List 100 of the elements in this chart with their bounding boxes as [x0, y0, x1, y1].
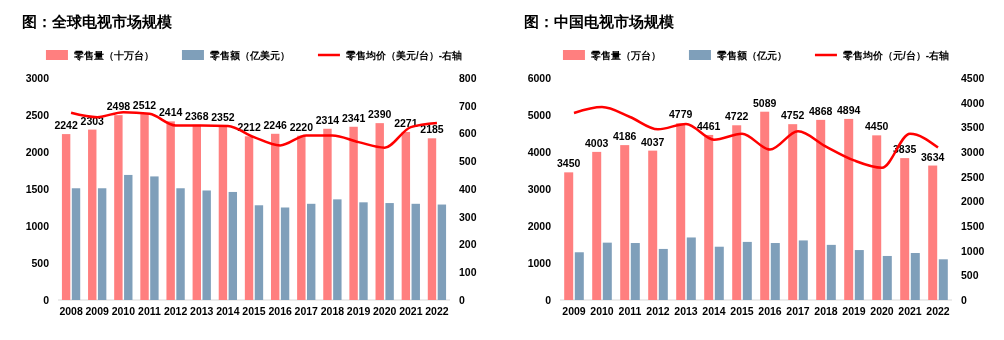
y-tick-label: 4000	[527, 145, 552, 158]
x-tick-label: 2011	[138, 305, 162, 318]
bar	[620, 145, 630, 300]
bar	[280, 207, 290, 300]
y-tick-label: 0	[43, 293, 50, 306]
x-tick-label: 2022	[425, 305, 449, 318]
bar	[202, 190, 211, 300]
data-label: 4450	[865, 120, 889, 133]
x-tick-label: 2015	[242, 305, 266, 318]
x-tick-label: 2017	[786, 305, 810, 318]
bar	[140, 114, 149, 300]
bar	[882, 255, 892, 300]
bar	[218, 125, 228, 300]
bar	[124, 174, 133, 300]
x-tick-label: 2013	[674, 305, 698, 318]
y-tick-label: 2000	[25, 145, 50, 158]
legend-label: 零售量（十万台）	[72, 50, 154, 61]
y2-tick-label: 0	[961, 293, 967, 306]
y-tick-label: 1500	[25, 182, 50, 195]
y2-tick-label: 700	[459, 99, 477, 112]
bar	[592, 151, 602, 300]
legend-label: 零售额（亿元）	[715, 50, 787, 61]
y2-tick-label: 2500	[961, 170, 985, 183]
y2-tick-label: 3000	[961, 145, 985, 158]
data-label: 2341	[341, 111, 366, 124]
x-tick-label: 2022	[926, 305, 950, 318]
data-label: 4779	[669, 108, 693, 121]
bar	[114, 115, 123, 300]
bar	[658, 248, 668, 300]
bar	[401, 131, 411, 300]
bar	[88, 129, 97, 300]
x-tick-label: 2012	[646, 305, 670, 318]
bar	[359, 202, 368, 300]
x-tick-label: 2017	[294, 305, 319, 318]
bar	[770, 243, 780, 300]
data-label: 2185	[420, 123, 444, 136]
x-tick-label: 2016	[758, 305, 782, 318]
y2-tick-label: 2000	[961, 195, 985, 208]
y-tick-label: 500	[31, 256, 50, 269]
x-tick-label: 2011	[618, 305, 642, 318]
y2-tick-label: 500	[961, 269, 979, 282]
data-label: 3450	[557, 157, 581, 170]
bar	[704, 134, 714, 300]
bar	[375, 123, 384, 300]
y2-tick-label: 3500	[961, 121, 985, 134]
x-tick-label: 2021	[898, 305, 922, 318]
x-tick-label: 2010	[111, 305, 136, 318]
data-label: 2414	[158, 106, 183, 119]
bar	[816, 119, 826, 300]
y2-tick-label: 1000	[961, 244, 985, 257]
y-tick-label: 2000	[527, 219, 552, 232]
x-tick-label: 2014	[216, 305, 240, 318]
data-label: 2352	[211, 110, 235, 123]
bar	[648, 150, 658, 300]
bar	[798, 240, 808, 300]
legend-label: 零售额（亿美元）	[208, 50, 290, 61]
data-label: 4003	[585, 136, 609, 149]
y2-tick-label: 500	[459, 155, 477, 168]
bar	[676, 123, 686, 300]
x-tick-label: 2019	[842, 305, 866, 318]
y2-tick-label: 600	[459, 127, 477, 140]
bar	[150, 176, 159, 300]
x-tick-label: 2015	[730, 305, 754, 318]
bar	[928, 165, 938, 300]
bar	[437, 204, 447, 300]
data-label: 4868	[809, 104, 833, 117]
x-tick-label: 2009	[85, 305, 110, 318]
y-tick-label: 1000	[25, 219, 50, 232]
bar	[742, 241, 752, 300]
y2-tick-label: 100	[459, 266, 477, 279]
bar	[307, 203, 316, 300]
x-tick-label: 2020	[372, 305, 397, 318]
data-label: 4894	[837, 103, 861, 116]
data-label: 2242	[54, 119, 78, 132]
y2-tick-label: 200	[459, 238, 477, 251]
data-label: 2498	[106, 100, 131, 113]
legend-label: 零售量（万台）	[589, 50, 661, 61]
bar	[254, 205, 264, 300]
data-label: 2314	[315, 113, 340, 126]
bar	[714, 246, 724, 300]
y-tick-label: 2500	[25, 108, 50, 121]
bar	[760, 111, 770, 300]
data-label: 4461	[697, 119, 721, 132]
bar	[349, 126, 358, 300]
y2-tick-label: 800	[459, 71, 477, 84]
bar	[872, 135, 882, 300]
y2-tick-label: 0	[459, 293, 465, 306]
x-tick-label: 2009	[562, 305, 586, 318]
y-tick-label: 6000	[527, 71, 552, 84]
bar	[323, 128, 332, 300]
y-tick-label: 3000	[25, 71, 50, 84]
bar	[385, 203, 394, 300]
y-tick-label: 5000	[527, 108, 552, 121]
legend-label: 零售均价（美元/台）-右轴	[344, 50, 463, 61]
chart-title: 图：中国电视市场规模	[524, 13, 675, 30]
bar	[97, 188, 107, 300]
bar	[61, 134, 71, 300]
y2-tick-label: 300	[459, 210, 477, 223]
x-tick-label: 2016	[268, 305, 292, 318]
y2-tick-label: 1500	[961, 219, 985, 232]
